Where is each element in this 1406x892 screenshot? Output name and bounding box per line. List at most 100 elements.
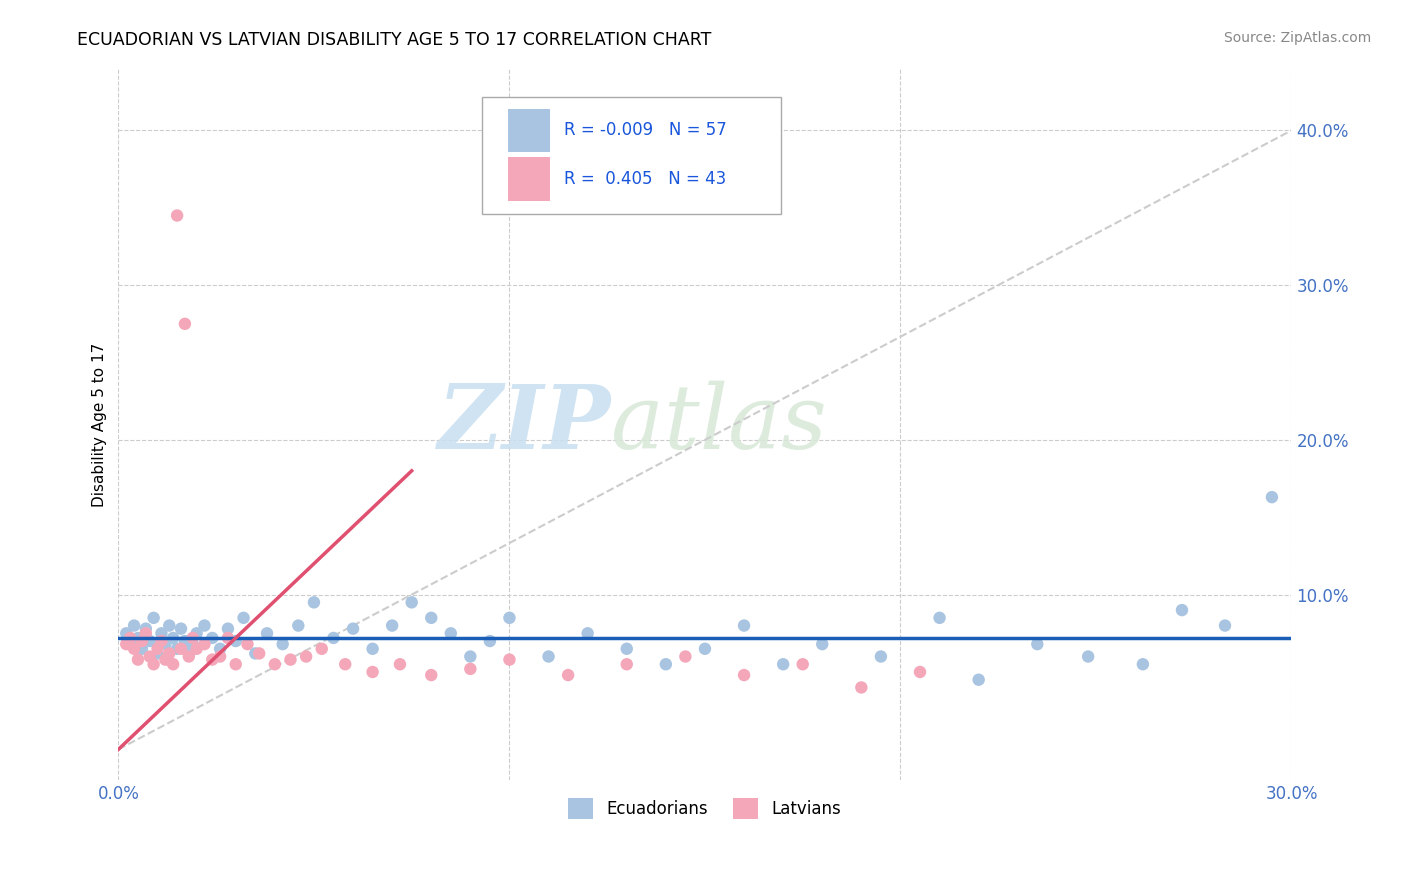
Point bbox=[157, 647, 180, 661]
Point bbox=[361, 665, 384, 679]
Point bbox=[498, 611, 520, 625]
Point bbox=[440, 626, 463, 640]
Point bbox=[263, 657, 285, 672]
Point bbox=[162, 631, 184, 645]
Point bbox=[287, 618, 309, 632]
Point bbox=[420, 611, 443, 625]
Point bbox=[401, 595, 423, 609]
Point bbox=[193, 637, 215, 651]
Point bbox=[381, 618, 404, 632]
Point bbox=[120, 637, 142, 651]
Point bbox=[557, 668, 579, 682]
Point bbox=[1213, 618, 1236, 632]
Point bbox=[217, 622, 239, 636]
Point bbox=[150, 626, 173, 640]
Point bbox=[322, 631, 344, 645]
Point bbox=[335, 657, 357, 672]
Point bbox=[908, 665, 931, 679]
FancyBboxPatch shape bbox=[508, 109, 550, 153]
Point bbox=[225, 634, 247, 648]
Point bbox=[460, 649, 482, 664]
Point bbox=[201, 652, 224, 666]
Point bbox=[155, 637, 177, 651]
Point bbox=[127, 631, 149, 645]
Point bbox=[733, 668, 755, 682]
Point bbox=[236, 637, 259, 651]
Point bbox=[256, 626, 278, 640]
Point bbox=[131, 641, 153, 656]
Point bbox=[247, 647, 270, 661]
Point bbox=[245, 647, 267, 661]
Point bbox=[537, 649, 560, 664]
Point bbox=[811, 637, 834, 651]
Point bbox=[616, 657, 638, 672]
Point bbox=[174, 317, 197, 331]
Point bbox=[388, 657, 411, 672]
Point bbox=[280, 652, 302, 666]
Point bbox=[142, 611, 165, 625]
Point bbox=[181, 631, 204, 645]
Point bbox=[135, 626, 157, 640]
Point bbox=[115, 637, 138, 651]
Point bbox=[1171, 603, 1194, 617]
Point bbox=[186, 641, 208, 656]
FancyBboxPatch shape bbox=[482, 97, 782, 214]
Point bbox=[1026, 637, 1049, 651]
Point bbox=[460, 662, 482, 676]
Legend: Ecuadorians, Latvians: Ecuadorians, Latvians bbox=[562, 792, 848, 825]
Point bbox=[342, 622, 364, 636]
FancyBboxPatch shape bbox=[508, 157, 550, 201]
Point bbox=[127, 652, 149, 666]
Point bbox=[772, 657, 794, 672]
Point bbox=[201, 631, 224, 645]
Point bbox=[146, 641, 169, 656]
Point bbox=[115, 626, 138, 640]
Text: R =  0.405   N = 43: R = 0.405 N = 43 bbox=[564, 169, 727, 188]
Point bbox=[217, 631, 239, 645]
Point bbox=[122, 618, 145, 632]
Point bbox=[150, 634, 173, 648]
Point bbox=[295, 649, 318, 664]
Point bbox=[870, 649, 893, 664]
Point bbox=[420, 668, 443, 682]
Point bbox=[225, 657, 247, 672]
Point bbox=[131, 634, 153, 648]
Point bbox=[1261, 490, 1284, 504]
Point bbox=[792, 657, 814, 672]
Point bbox=[311, 641, 333, 656]
Point bbox=[186, 626, 208, 640]
Point bbox=[138, 634, 160, 648]
Text: Source: ZipAtlas.com: Source: ZipAtlas.com bbox=[1223, 31, 1371, 45]
Point bbox=[122, 641, 145, 656]
Point bbox=[673, 649, 696, 664]
Point bbox=[851, 681, 873, 695]
Point bbox=[693, 641, 716, 656]
Point bbox=[146, 647, 169, 661]
Point bbox=[928, 611, 950, 625]
Point bbox=[733, 618, 755, 632]
Text: ZIP: ZIP bbox=[437, 381, 612, 467]
Point bbox=[209, 649, 232, 664]
Point bbox=[1077, 649, 1099, 664]
Point bbox=[967, 673, 990, 687]
Point bbox=[157, 618, 180, 632]
Point bbox=[209, 641, 232, 656]
Point bbox=[177, 649, 200, 664]
Point bbox=[120, 631, 142, 645]
Point bbox=[174, 634, 197, 648]
Point bbox=[135, 622, 157, 636]
Text: atlas: atlas bbox=[612, 381, 827, 467]
Point bbox=[170, 641, 193, 656]
Point bbox=[1132, 657, 1154, 672]
Point bbox=[616, 641, 638, 656]
Y-axis label: Disability Age 5 to 17: Disability Age 5 to 17 bbox=[93, 343, 107, 507]
Point bbox=[271, 637, 294, 651]
Point bbox=[162, 657, 184, 672]
Point bbox=[166, 641, 188, 656]
Point bbox=[302, 595, 325, 609]
Point bbox=[361, 641, 384, 656]
Point bbox=[170, 622, 193, 636]
Point bbox=[576, 626, 599, 640]
Point bbox=[498, 652, 520, 666]
Text: R = -0.009   N = 57: R = -0.009 N = 57 bbox=[564, 121, 727, 139]
